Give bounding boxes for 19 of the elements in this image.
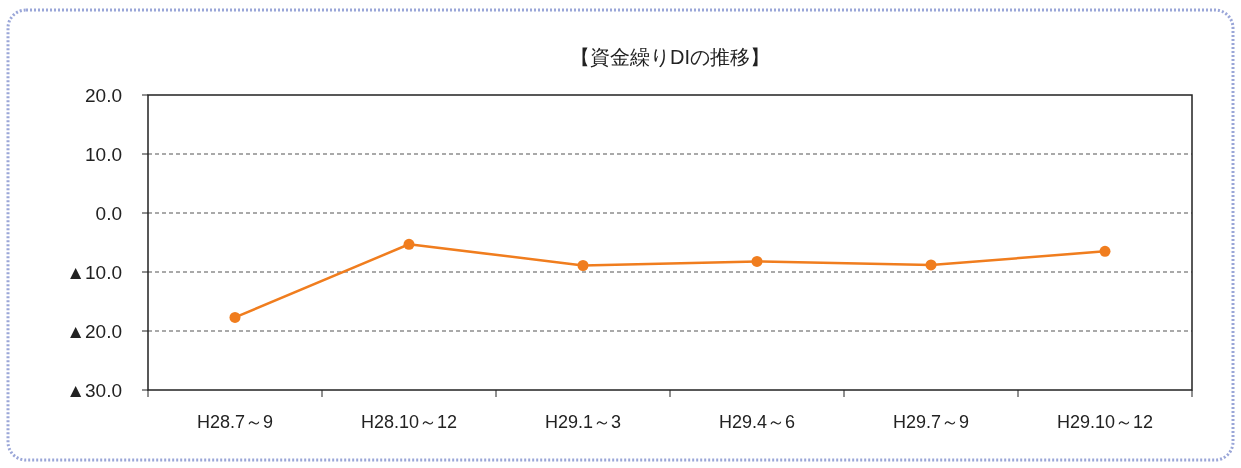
y-tick-label: ▲10.0 (66, 262, 122, 283)
point (925, 259, 937, 271)
y-tick-label: 20.0 (85, 85, 122, 106)
x-tick-label: H29.10～12 (1056, 412, 1154, 432)
y-tick-label: 10.0 (85, 144, 122, 165)
point (1099, 245, 1111, 257)
x-tick-label: H29.1～3 (544, 412, 622, 432)
y-tick-label: ▲20.0 (66, 321, 122, 342)
point (229, 311, 241, 323)
point (577, 260, 589, 272)
x-tick-label: H28.10～12 (360, 412, 458, 432)
point (751, 255, 763, 267)
chart-title: 【資金繰りDIの推移】 (570, 46, 770, 68)
point (403, 238, 415, 250)
y-tick-label: ▲30.0 (66, 380, 122, 401)
y-tick-label: 0.0 (95, 203, 122, 224)
x-tick-label: H29.4～6 (718, 412, 796, 432)
x-tick-label: H28.7～9 (196, 412, 274, 432)
x-tick-label: H29.7～9 (892, 412, 970, 432)
